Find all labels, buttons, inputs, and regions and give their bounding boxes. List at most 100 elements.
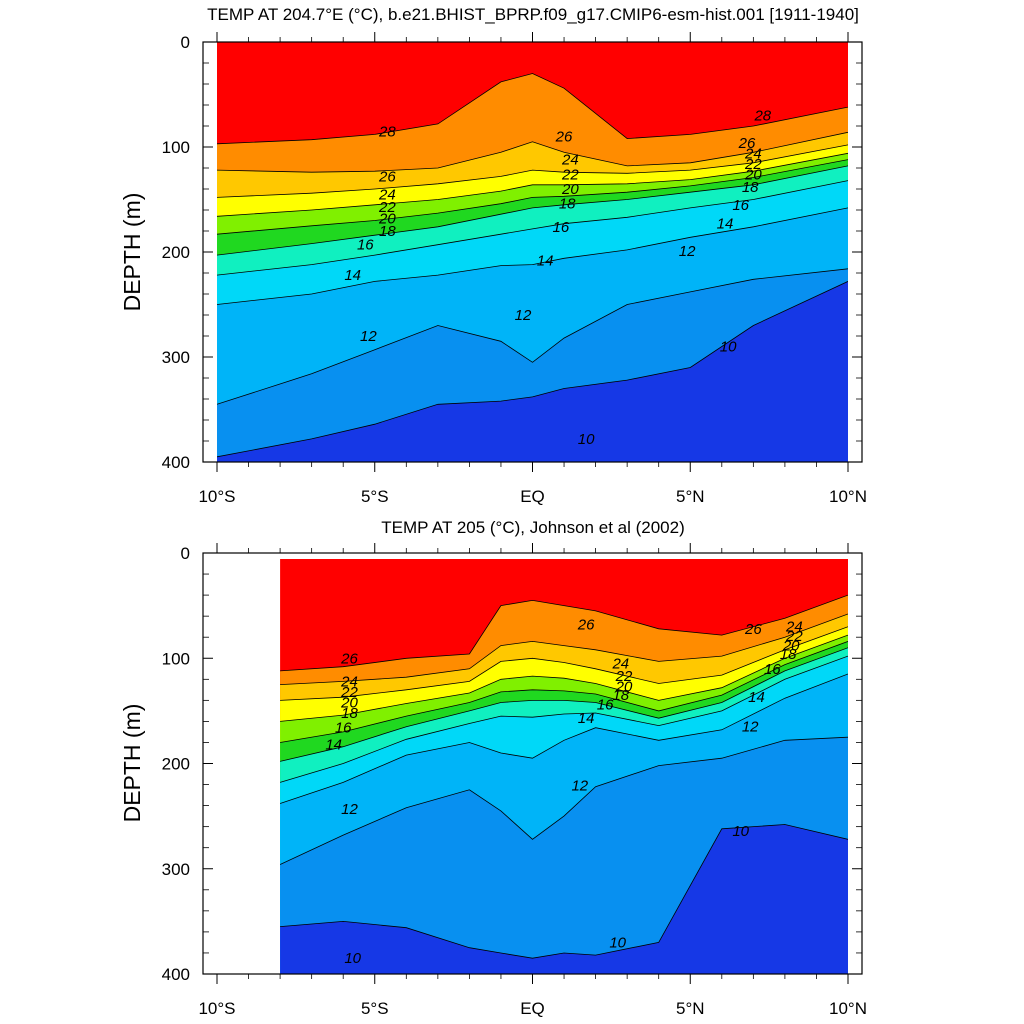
x-tick-label: EQ <box>520 999 545 1018</box>
isotherm-10 <box>280 824 848 959</box>
contour-label: 26 <box>555 129 573 146</box>
contour-label: 10 <box>732 823 749 840</box>
isotherm-24 <box>217 144 848 198</box>
contour-label: 26 <box>738 135 756 152</box>
contour-label: 14 <box>344 267 361 284</box>
contour-label: 16 <box>732 197 749 214</box>
contour-label: 14 <box>325 737 342 754</box>
contour-label: 22 <box>561 166 579 183</box>
isotherm-22 <box>280 634 848 722</box>
contour-label: 12 <box>360 328 377 345</box>
contour-label: 12 <box>679 243 696 260</box>
contour-label: 24 <box>744 145 762 162</box>
contour-label: 14 <box>748 689 765 706</box>
contour-label: 18 <box>559 196 576 213</box>
isotherm-20 <box>217 159 848 235</box>
contour-label: 16 <box>553 219 570 236</box>
isotherm-22 <box>217 152 848 217</box>
contour-label: 12 <box>341 801 358 818</box>
contour-label: 10 <box>609 934 626 951</box>
contour-label: 24 <box>340 673 358 690</box>
y-axis-label: DEPTH (m) <box>119 193 145 312</box>
contour-lines <box>280 594 848 959</box>
contour-label: 22 <box>340 684 358 701</box>
contour-label: 28 <box>753 108 771 125</box>
isotherm-24 <box>280 626 848 701</box>
y-tick-label: 100 <box>162 138 190 157</box>
contour-label: 16 <box>335 720 352 737</box>
contour-label: 20 <box>782 638 800 655</box>
isotherm-20 <box>280 641 848 743</box>
contour-label: 24 <box>378 186 396 203</box>
contour-label: 26 <box>340 650 358 667</box>
y-tick-label: 0 <box>181 33 190 52</box>
contour-label: 26 <box>744 621 762 638</box>
contour-label: 20 <box>340 695 358 712</box>
contour-label: 24 <box>785 619 803 636</box>
panel-observations: TEMP AT 205 (°C), Johnson et al (2002) 2… <box>119 518 867 1018</box>
contour-label: 12 <box>515 307 532 324</box>
x-tick-label: 5°N <box>676 487 705 506</box>
isotherm-16 <box>280 655 848 783</box>
contour-label: 20 <box>744 166 762 183</box>
contour-label: 18 <box>341 705 358 722</box>
contour-fills <box>280 559 848 974</box>
axis-ticks: 10°S 5°S EQ 5°N 10°N 0 100 200 300 400 <box>162 543 867 1018</box>
x-tick-label: 5°S <box>361 999 389 1018</box>
contour-label: 28 <box>378 123 396 140</box>
contour-label: 22 <box>615 668 633 685</box>
panel-title: TEMP AT 205 (°C), Johnson et al (2002) <box>381 518 685 537</box>
contour-label: 16 <box>357 237 374 254</box>
contour-label: 10 <box>578 431 595 448</box>
contour-label: 10 <box>720 339 737 356</box>
contour-fills <box>217 42 848 462</box>
isotherm-26 <box>280 613 848 685</box>
isotherm-14 <box>217 207 848 305</box>
contour-label: 20 <box>378 210 396 227</box>
x-tick-label: 10°S <box>198 999 235 1018</box>
contour-label: 14 <box>537 252 554 269</box>
contour-lines <box>217 73 848 458</box>
contour-label: 18 <box>742 179 759 196</box>
contour-label: 18 <box>612 687 629 704</box>
y-tick-label: 300 <box>162 860 190 879</box>
contour-labels: 2826242220181614122624222018161412282624… <box>344 108 771 448</box>
panel-title: TEMP AT 204.7°E (°C), b.e21.BHIST_BPRP.f… <box>207 5 859 24</box>
isotherm-16 <box>217 180 848 276</box>
contour-label: 14 <box>717 216 734 233</box>
contour-label: 26 <box>378 168 396 185</box>
contour-label: 22 <box>378 199 396 216</box>
contour-label: 12 <box>742 719 759 736</box>
contour-label: 10 <box>344 950 361 967</box>
x-tick-label: 10°S <box>198 487 235 506</box>
contour-label: 18 <box>379 223 396 240</box>
x-tick-label: 10°N <box>829 999 867 1018</box>
contour-label: 20 <box>561 181 579 198</box>
y-tick-label: 0 <box>181 544 190 563</box>
x-tick-label: 10°N <box>829 487 867 506</box>
isotherm-28 <box>280 594 848 672</box>
panel-model: TEMP AT 204.7°E (°C), b.e21.BHIST_BPRP.f… <box>119 5 867 506</box>
contour-label: 14 <box>578 710 595 727</box>
contour-label: 20 <box>615 679 633 696</box>
isotherm-12 <box>280 736 848 865</box>
isotherm-14 <box>280 673 848 804</box>
contour-label: 22 <box>785 628 803 645</box>
isotherm-10 <box>217 281 848 458</box>
fill-below-10 <box>217 281 848 462</box>
x-tick-label: EQ <box>520 487 545 506</box>
y-tick-label: 200 <box>162 243 190 262</box>
contour-label: 24 <box>611 656 629 673</box>
contour-label: 24 <box>561 152 579 169</box>
x-tick-label: 5°N <box>676 999 705 1018</box>
x-tick-label: 5°S <box>361 487 389 506</box>
contour-label: 18 <box>780 646 797 663</box>
isotherm-18 <box>280 647 848 762</box>
contour-label: 16 <box>764 661 781 678</box>
y-tick-label: 400 <box>162 965 190 984</box>
y-axis-label: DEPTH (m) <box>119 704 145 823</box>
y-tick-label: 200 <box>162 755 190 774</box>
isotherm-26 <box>217 131 848 173</box>
y-tick-label: 300 <box>162 348 190 367</box>
